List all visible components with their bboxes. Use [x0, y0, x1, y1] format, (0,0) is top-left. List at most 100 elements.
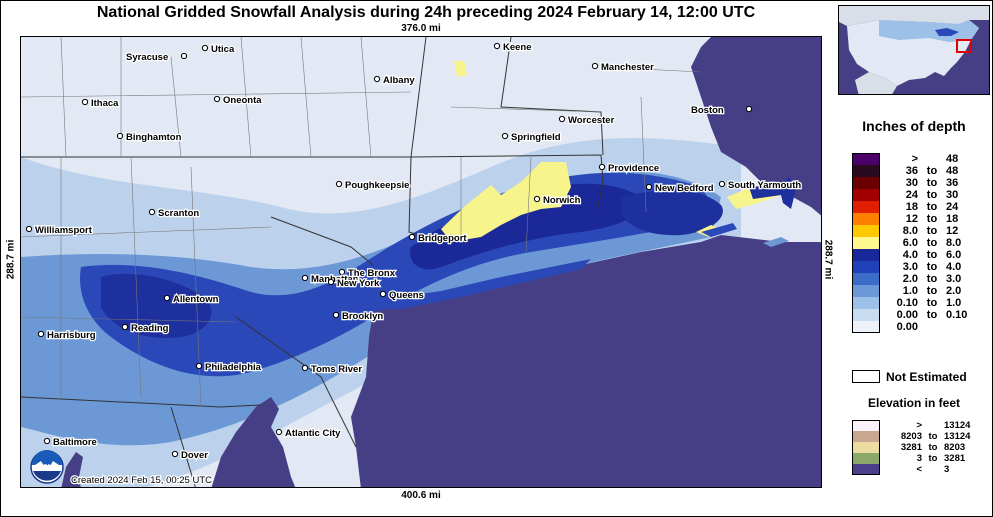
elevation-range-to: to — [928, 442, 938, 453]
depth-range-high: 1.0 — [946, 297, 962, 309]
city-dot-icon — [591, 62, 599, 70]
city-label: Boston — [691, 105, 724, 116]
city-dot-icon — [327, 278, 335, 286]
city-dot-icon — [718, 180, 726, 188]
depth-color-swatch — [852, 249, 880, 261]
delaware-bay — [211, 397, 296, 487]
city-dot-icon — [373, 75, 381, 83]
depth-range-to: to — [926, 225, 938, 237]
city-dot-icon — [195, 362, 203, 370]
depth-legend-row: 6.0 to 8.0 — [852, 237, 982, 249]
city-label: Springfield — [511, 132, 561, 143]
city-providence: Providence — [598, 162, 660, 175]
city-label: Allentown — [173, 294, 219, 305]
city-dot-icon — [81, 98, 89, 106]
depth-range-high: 2.0 — [946, 285, 962, 297]
city-label: Utica — [211, 44, 235, 55]
depth-color-swatch — [852, 261, 880, 273]
city-williamsport: Williamsport — [25, 224, 94, 237]
city-label: Worcester — [568, 115, 615, 126]
depth-range-to: to — [926, 309, 938, 321]
depth-range-low: 8.0 — [902, 225, 918, 237]
city-dot-icon — [332, 311, 340, 319]
depth-range-high: 3.0 — [946, 273, 962, 285]
city-dot-icon — [201, 44, 209, 52]
city-dot-icon — [275, 428, 283, 436]
city-worcester: Worcester — [558, 114, 616, 127]
elevation-color-swatch — [852, 453, 880, 464]
city-ithaca: Ithaca — [81, 97, 120, 110]
depth-range-low: 0.10 — [896, 297, 918, 309]
mexico — [855, 72, 897, 94]
depth-range-to: to — [926, 273, 938, 285]
depth-color-swatch — [852, 309, 880, 321]
map-title: National Gridded Snowfall Analysis durin… — [96, 4, 756, 21]
city-label: Binghamton — [126, 132, 182, 143]
city-label: New York — [337, 278, 380, 289]
county-borders — [21, 37, 702, 408]
snow-6to8-nh — [454, 61, 467, 77]
depth-range-low: > — [911, 153, 918, 165]
city-boston: Boston — [690, 104, 753, 117]
elevation-range-low: < — [916, 464, 922, 475]
city-label: Harrisburg — [47, 330, 96, 341]
depth-range-low: 24 — [905, 189, 918, 201]
depth-range-to: to — [926, 189, 938, 201]
city-label: Poughkeepsie — [345, 180, 409, 191]
city-label: Baltimore — [53, 437, 97, 448]
city-label: Manhattan — [311, 274, 359, 285]
legend-title: Inches of depth — [862, 118, 966, 134]
city-dot-icon — [213, 95, 221, 103]
chesapeake-bay — [61, 452, 83, 487]
depth-range-low: 3.0 — [902, 261, 918, 273]
depth-color-swatch — [852, 201, 880, 213]
depth-range-high: 24 — [946, 201, 959, 213]
city-manchester: Manchester — [591, 61, 655, 74]
depth-range-low: 4.0 — [902, 249, 918, 261]
depth-color-swatch — [852, 285, 880, 297]
city-dot-icon — [171, 450, 179, 458]
city-the-bronx: The Bronx — [338, 267, 397, 280]
city-scranton: Scranton — [148, 207, 201, 220]
depth-legend-row: 1.0 to 2.0 — [852, 285, 982, 297]
city-syracuse: Syracuse — [125, 51, 188, 64]
snow-deepest-region-west — [101, 273, 212, 338]
depth-legend-row: 12 to 18 — [852, 213, 982, 225]
depth-legend-row: 0.00 — [852, 321, 982, 333]
not-estimated-swatch — [852, 370, 880, 383]
city-new-york: New York — [327, 277, 381, 290]
city-dot-icon — [379, 290, 387, 298]
depth-range-low: 1.0 — [902, 285, 918, 297]
city-label: Bridgeport — [418, 233, 467, 244]
depth-range-to: to — [926, 177, 938, 189]
depth-range-low: 6.0 — [902, 237, 918, 249]
created-timestamp: Created 2024 Feb 15, 00:25 UTC — [71, 475, 212, 486]
city-dot-icon — [43, 437, 51, 445]
depth-legend-row: 36 to 48 — [852, 165, 982, 177]
depth-range-to: to — [926, 213, 938, 225]
city-baltimore: Baltimore — [43, 436, 98, 449]
elevation-color-swatch — [852, 442, 880, 453]
city-dot-icon — [180, 52, 188, 60]
elevation-legend-rows: >13124 8203 to 13124 3281 to 8203 3 to 3281 <3 — [852, 420, 988, 475]
city-dot-icon — [745, 105, 753, 113]
city-label: Queens — [389, 290, 424, 301]
city-dot-icon — [598, 163, 606, 171]
elevation-range-to: to — [928, 431, 938, 442]
canada — [839, 6, 989, 26]
city-dot-icon — [335, 180, 343, 188]
snow-cover-north — [879, 20, 979, 42]
depth-range-high: 0.10 — [946, 309, 968, 321]
depth-legend-row: 0.00 to 0.10 — [852, 309, 982, 321]
city-toms-river: Toms River — [301, 363, 364, 376]
city-dot-icon — [148, 208, 156, 216]
analysis-region-box — [956, 39, 972, 53]
elevation-color-swatch — [852, 431, 880, 442]
city-label: Dover — [181, 450, 208, 461]
snow-deepest-region — [410, 183, 643, 270]
depth-legend-row: 24 to 30 — [852, 189, 982, 201]
depth-range-low: 36 — [905, 165, 918, 177]
depth-legend-row: 4.0 to 6.0 — [852, 249, 982, 261]
city-dot-icon — [501, 132, 509, 140]
depth-range-to: to — [926, 297, 938, 309]
